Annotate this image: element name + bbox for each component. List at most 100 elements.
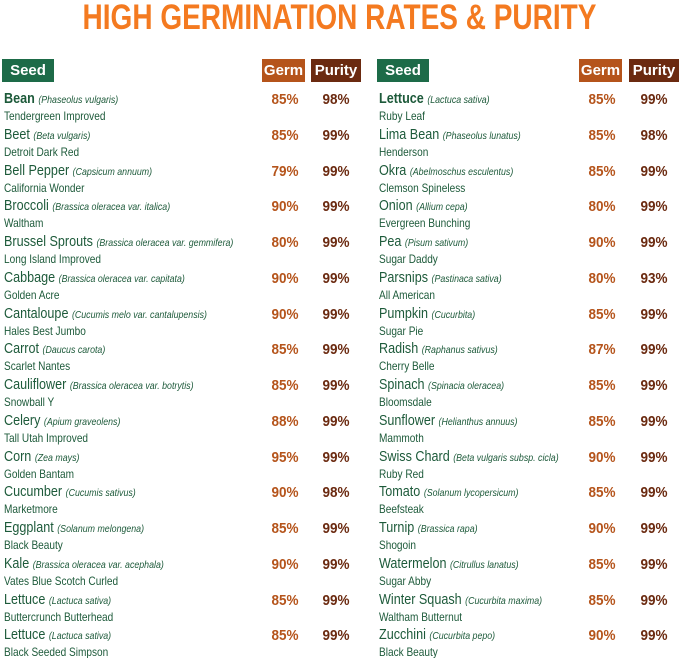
purity-rate: 99% (322, 448, 350, 466)
scientific-name: (Beta vulgaris subsp. cicla) (453, 451, 559, 464)
purity-rate: 99% (640, 520, 668, 537)
variety: Hales Best Jumbo (4, 323, 86, 338)
germ-rate: 95% (271, 448, 299, 466)
purity-rate: 99% (322, 555, 350, 573)
seed-cell: Watermelon (Citrullus lanatus) Sugar Abby (379, 555, 519, 588)
seed-cell: Okra (Abelmoschus esculentus) Clemson Spi… (379, 162, 513, 195)
variety: Black Beauty (379, 645, 438, 658)
header-germ: Germ (579, 59, 622, 82)
seed-cell: Pumpkin (Cucurbita) Sugar Pie (379, 305, 475, 338)
purity-rate: 99% (322, 520, 350, 537)
seed-name: Bell Pepper (4, 161, 70, 179)
scientific-name: (Cucurbita pepo) (429, 630, 496, 643)
variety: Sugar Daddy (379, 252, 438, 266)
variety: Detroit Dark Red (4, 144, 80, 159)
seed-name: Spinach (379, 376, 425, 393)
variety: Long Island Improved (4, 252, 101, 266)
scientific-name: (Brassica oleracea var. capitata) (58, 272, 185, 285)
scientific-name: (Citrullus lanatus) (449, 558, 519, 571)
seed-name: Swiss Chard (379, 447, 450, 465)
purity-rate: 98% (640, 126, 668, 144)
seed-name: Brussel Sprouts (4, 233, 93, 250)
seed-line: Watermelon (Citrullus lanatus) (379, 555, 519, 574)
germ-rate: 90% (271, 555, 299, 573)
scientific-name: (Phaseolus vulgaris) (38, 94, 119, 106)
seed-cell: Tomato (Solanum lycopersicum) Beefsteak (379, 483, 518, 516)
seed-line: Onion (Allium cepa) (379, 197, 470, 216)
seed-line: Celery (Apium graveolens) (4, 412, 120, 431)
seed-name: Pea (379, 233, 402, 250)
scientific-name: (Cucumis melo var. cantalupensis) (71, 308, 207, 321)
seed-name: Tomato (379, 483, 421, 501)
scientific-name: (Brassica oleracea var. acephala) (32, 558, 164, 571)
variety: Waltham (4, 216, 44, 231)
variety: Henderson (379, 144, 429, 159)
variety: Mammoth (379, 430, 424, 445)
purity-rate: 99% (322, 269, 350, 287)
variety: Evergreen Bunching (379, 216, 471, 231)
scientific-name: (Brassica oleracea var. gemmifera) (96, 237, 234, 249)
germ-rate: 85% (588, 591, 616, 609)
seed-name: Pumpkin (379, 304, 429, 322)
seed-name: Lettuce (379, 90, 424, 107)
scientific-name: (Apium graveolens) (43, 415, 121, 428)
variety: Black Seeded Simpson (4, 645, 109, 658)
purity-rate: 98% (322, 484, 350, 502)
variety: Vates Blue Scotch Curled (4, 573, 119, 588)
scientific-name: (Cucurbita maxima) (465, 594, 543, 607)
germ-rate: 80% (271, 234, 299, 251)
variety: Scarlet Nantes (4, 359, 71, 374)
germ-rate: 80% (588, 269, 616, 287)
germ-rate: 85% (271, 91, 299, 108)
seed-line: Lettuce (Lactuca sativa) (4, 591, 113, 610)
seed-line: Eggplant (Solanum melongena) (4, 519, 144, 538)
scientific-name: (Phaseolus lunatus) (442, 129, 521, 142)
scientific-name: (Daucus carota) (42, 344, 106, 357)
seed-line: Parsnips (Pastinaca sativa) (379, 269, 502, 288)
purity-rate: 99% (640, 377, 668, 394)
seed-line: Broccoli (Brassica oleracea var. italica… (4, 197, 170, 216)
germ-rate: 90% (588, 234, 616, 251)
seed-name: Broccoli (4, 197, 49, 215)
seed-line: Pea (Pisum sativum) (379, 233, 468, 252)
variety: Clemson Spineless (379, 180, 466, 195)
germ-rate: 85% (588, 91, 616, 108)
seed-cell: Pea (Pisum sativum) Sugar Daddy (379, 233, 468, 266)
purity-rate: 99% (322, 126, 350, 144)
seed-name: Kale (4, 554, 30, 572)
title: HIGH GERMINATION RATES & PURITY (82, 0, 597, 37)
seed-name: Parsnips (379, 268, 429, 286)
seed-name: Watermelon (379, 554, 447, 572)
seed-name: Lettuce (4, 626, 46, 644)
scientific-name: (Lactuca sativa) (48, 594, 112, 607)
seed-line: Lima Bean (Phaseolus lunatus) (379, 126, 521, 145)
seed-cell: Cabbage (Brassica oleracea var. capitata… (4, 269, 185, 302)
seed-line: Zucchini (Cucurbita pepo) (379, 626, 495, 645)
header-seed: Seed (377, 59, 429, 82)
germ-rate: 90% (588, 520, 616, 537)
seed-name: Turnip (379, 519, 415, 536)
seed-cell: Lettuce (Lactuca sativa) Buttercrunch But… (4, 591, 113, 624)
germ-rate: 85% (588, 555, 616, 573)
germ-rate: 90% (271, 269, 299, 287)
germ-rate: 85% (588, 412, 616, 430)
germ-rate: 85% (588, 305, 616, 323)
seed-cell: Bean (Phaseolus vulgaris) Tendergreen Imp… (4, 90, 118, 123)
purity-rate: 99% (640, 484, 668, 502)
purity-rate: 99% (640, 555, 668, 573)
germ-rate: 90% (271, 305, 299, 323)
variety: All American (379, 287, 436, 302)
scientific-name: (Cucurbita) (431, 308, 476, 321)
seed-cell: Eggplant (Solanum melongena) Black Beauty (4, 519, 144, 552)
seed-cell: Sunflower (Helianthus annuus) Mammoth (379, 412, 517, 445)
seed-cell: Cantaloupe (Cucumis melo var. cantalupen… (4, 305, 207, 338)
header-seed: Seed (2, 59, 54, 82)
purity-rate: 99% (322, 198, 350, 216)
seed-name: Radish (379, 340, 419, 358)
seed-name: Celery (4, 411, 41, 429)
seed-name: Cauliflower (4, 376, 67, 393)
seed-line: Beet (Beta vulgaris) (4, 126, 90, 145)
variety: Cherry Belle (379, 359, 435, 374)
seed-cell: Carrot (Daucus carota) Scarlet Nantes (4, 340, 105, 373)
